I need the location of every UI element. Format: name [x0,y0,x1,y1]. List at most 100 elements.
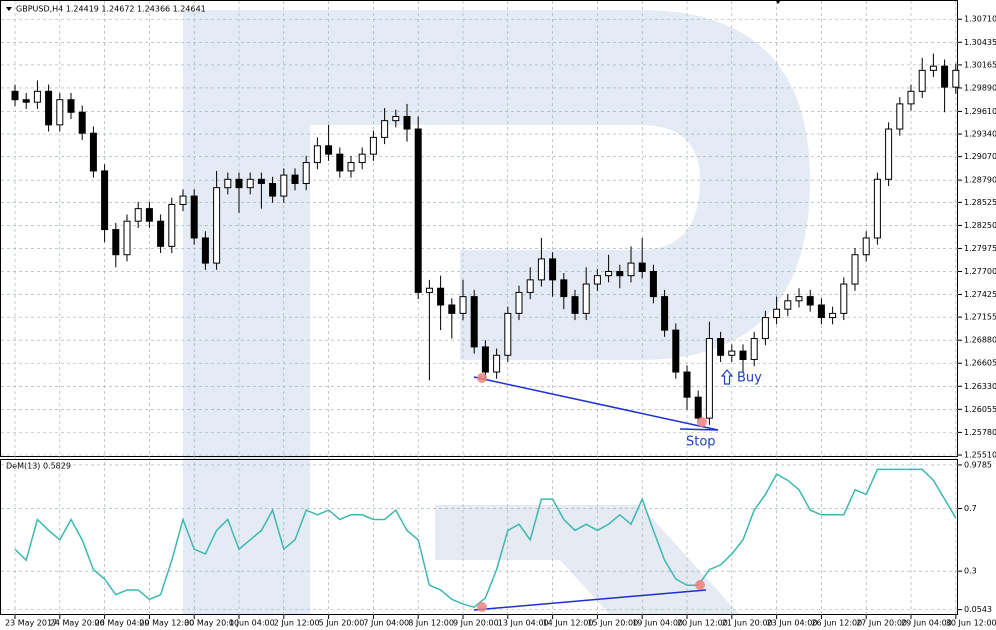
candle-body [358,153,366,164]
candle-body [795,296,803,302]
candle-body [481,346,489,373]
y-tick-label: 0.7 [964,504,977,513]
candle-body [717,338,725,356]
y-tick-label: 1.25510 [964,451,996,460]
x-tick-label: 30 Jun 12:00 [946,619,996,628]
x-tick-label: 8 Jun 12:00 [408,619,454,628]
x-tick-label: 7 Jun 04:00 [363,619,409,628]
x-tick-label: 5 Jun 20:00 [319,619,365,628]
candle-body [414,128,422,293]
price-low-marker [477,373,487,383]
indicator-low-marker [695,580,705,590]
x-tick-label: 24 May 20:00 [50,619,105,628]
stop-label: Stop [686,435,716,450]
indicator-panel [0,459,958,615]
candle-body [123,220,131,256]
x-tick-label: 23 May 2017 [5,619,57,628]
x-tick-label: 26 Jun 12:00 [811,619,862,628]
candle-body [336,153,344,172]
candle-body [739,350,747,360]
candle-body [425,287,433,293]
x-tick-label: 30 May 20:00 [184,619,239,628]
x-tick-label: 26 May 04:00 [95,619,150,628]
candle-body [101,170,109,231]
indicator-header: DeM(13) 0.5829 [6,462,71,471]
candle-body [840,283,848,314]
candle-body [806,296,814,306]
candle-body [862,237,870,256]
y-tick-label: 1.30165 [964,60,996,69]
candle-body [605,270,613,277]
candle-body [89,132,97,172]
y-tick-label: 1.30435 [964,38,996,47]
y-tick-label: 1.25780 [964,428,996,437]
candle-body [134,208,142,222]
symbol-header: GBPUSD,H4 1.24419 1.24672 1.24366 1.2464… [16,5,206,14]
candle-body [627,262,635,277]
candle-body [179,195,187,205]
candle-body [616,270,624,277]
y-tick-label: 1.27975 [964,244,996,253]
x-tick-label: 23 Jun 04:00 [767,619,818,628]
candle-body [649,270,657,298]
candle-body [952,69,960,88]
candle-body [201,237,209,264]
candle-body [829,312,837,319]
indicator-low-marker [477,602,487,612]
candle-body [683,371,691,398]
candle-body [560,279,568,298]
stop-line [679,428,719,431]
candle-body [213,187,221,264]
candle-body [325,145,333,155]
candle-body [705,338,713,419]
candle-body [190,195,198,239]
annotations: Buy Stop [473,369,762,612]
y-tick-label: 1.26605 [964,359,996,368]
candle-body [313,145,321,164]
candle-body [750,338,758,360]
y-tick-label: 1.29890 [964,83,996,92]
candle-body [257,178,265,184]
candle-body [582,283,590,314]
candle-body [381,120,389,138]
candle-body [638,262,646,272]
price-low-marker [697,417,707,427]
candle-body [515,291,523,314]
x-tick-label: 29 May 12:00 [139,619,194,628]
y-tick-label: 1.28790 [964,176,996,185]
x-tick-label: 19 Jun 04:00 [632,619,683,628]
y-tick-label: 1.26330 [964,382,996,391]
candle-body [246,178,254,189]
candle-body [67,99,75,113]
x-tick-label: 1 Jun 04:00 [229,619,275,628]
candle-body [45,90,53,126]
candle-body [873,178,881,239]
y-tick-label: 1.29070 [964,152,996,161]
candle-body [817,304,825,319]
x-tick-label: 15 Jun 20:00 [587,619,638,628]
y-tick-label: 1.30710 [964,15,996,24]
candle-body [918,69,926,92]
candle-body [661,296,669,331]
candle-body [694,396,702,419]
y-tick-label: 1.27425 [964,290,996,299]
candle-body [145,208,153,222]
candle-body [403,115,411,130]
x-tick-label: 21 Jun 20:00 [722,619,773,628]
candle-body [437,287,445,306]
candle-body [369,136,377,155]
x-tick-label: 13 Jun 04:00 [498,619,549,628]
candle-body [941,65,949,88]
candle-body [459,296,467,314]
candle-body [168,203,176,247]
watermark [183,10,810,615]
candle-body [851,254,859,285]
candle-body [448,304,456,314]
candle-body [885,128,893,180]
candle-body [302,162,310,184]
y-tick-label: 1.28525 [964,198,996,207]
dropdown-icon[interactable] [6,7,12,11]
indicator-line [14,468,957,609]
y-tick-label: 0.3 [964,567,977,576]
